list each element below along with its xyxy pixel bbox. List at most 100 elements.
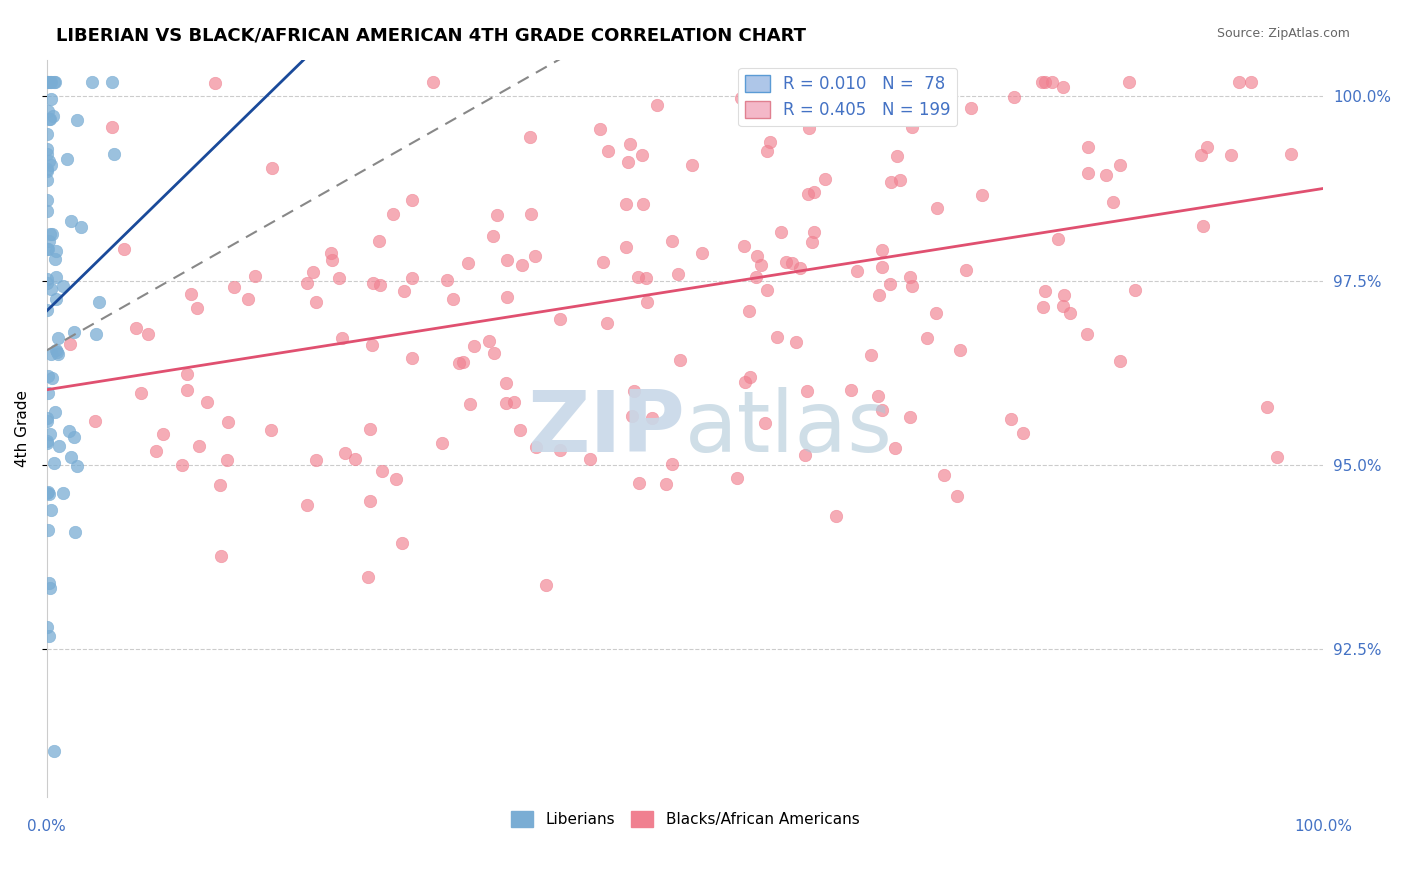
Point	[616, 155, 638, 169]
Point	[759, 135, 782, 149]
Point	[124, 320, 146, 334]
Point	[297, 499, 319, 513]
Point	[614, 240, 637, 254]
Point	[66, 458, 89, 473]
Point	[755, 284, 778, 298]
Point	[1053, 287, 1076, 301]
Point	[195, 395, 218, 409]
Point	[37, 386, 59, 401]
Point	[35, 75, 58, 89]
Point	[534, 578, 557, 592]
Point	[592, 254, 614, 268]
Point	[401, 351, 423, 365]
Point	[495, 253, 517, 268]
Point	[655, 477, 678, 491]
Point	[38, 154, 60, 169]
Point	[243, 268, 266, 283]
Point	[38, 487, 60, 501]
Point	[38, 575, 60, 590]
Point	[236, 292, 259, 306]
Point	[37, 103, 59, 118]
Point	[868, 388, 890, 402]
Point	[633, 197, 655, 211]
Point	[69, 219, 91, 234]
Point	[46, 344, 69, 359]
Point	[510, 258, 533, 272]
Point	[824, 509, 846, 524]
Point	[872, 402, 894, 417]
Point	[744, 269, 766, 284]
Point	[813, 172, 835, 186]
Point	[80, 75, 103, 89]
Point	[45, 270, 67, 285]
Point	[35, 435, 58, 450]
Point	[898, 269, 921, 284]
Point	[796, 384, 818, 399]
Point	[39, 426, 62, 441]
Point	[485, 208, 508, 222]
Point	[35, 193, 58, 207]
Point	[63, 524, 86, 539]
Point	[740, 370, 762, 384]
Text: ZIP: ZIP	[527, 387, 685, 470]
Point	[382, 207, 405, 221]
Point	[35, 173, 58, 187]
Point	[785, 335, 807, 350]
Point	[145, 444, 167, 458]
Point	[848, 97, 870, 112]
Point	[524, 249, 547, 263]
Point	[589, 122, 612, 136]
Point	[176, 367, 198, 381]
Point	[170, 458, 193, 472]
Point	[209, 549, 232, 563]
Point	[48, 439, 70, 453]
Point	[1095, 168, 1118, 182]
Point	[1077, 166, 1099, 180]
Text: 0.0%: 0.0%	[27, 819, 66, 834]
Point	[766, 330, 789, 344]
Point	[495, 376, 517, 390]
Point	[1108, 158, 1130, 172]
Point	[222, 280, 245, 294]
Point	[129, 385, 152, 400]
Point	[42, 75, 65, 89]
Point	[359, 422, 381, 436]
Point	[548, 442, 571, 457]
Point	[1059, 305, 1081, 319]
Point	[305, 452, 328, 467]
Point	[401, 193, 423, 207]
Point	[176, 383, 198, 397]
Point	[932, 467, 955, 482]
Text: Source: ZipAtlas.com: Source: ZipAtlas.com	[1216, 27, 1350, 40]
Point	[1256, 400, 1278, 414]
Point	[955, 262, 977, 277]
Point	[39, 75, 62, 89]
Point	[357, 569, 380, 583]
Point	[44, 293, 66, 307]
Point	[35, 486, 58, 500]
Point	[1240, 75, 1263, 89]
Point	[361, 276, 384, 290]
Point	[259, 423, 281, 437]
Point	[35, 146, 58, 161]
Point	[301, 265, 323, 279]
Point	[35, 163, 58, 178]
Point	[794, 448, 817, 462]
Point	[44, 252, 66, 266]
Point	[37, 369, 59, 384]
Point	[815, 95, 838, 110]
Point	[42, 456, 65, 470]
Y-axis label: 4th Grade: 4th Grade	[15, 390, 30, 467]
Point	[63, 325, 86, 339]
Point	[368, 277, 391, 292]
Point	[37, 434, 59, 448]
Point	[661, 457, 683, 471]
Point	[1052, 299, 1074, 313]
Point	[803, 185, 825, 199]
Point	[38, 234, 60, 248]
Point	[187, 439, 209, 453]
Point	[56, 152, 79, 166]
Point	[422, 75, 444, 89]
Point	[868, 288, 890, 302]
Point	[901, 278, 924, 293]
